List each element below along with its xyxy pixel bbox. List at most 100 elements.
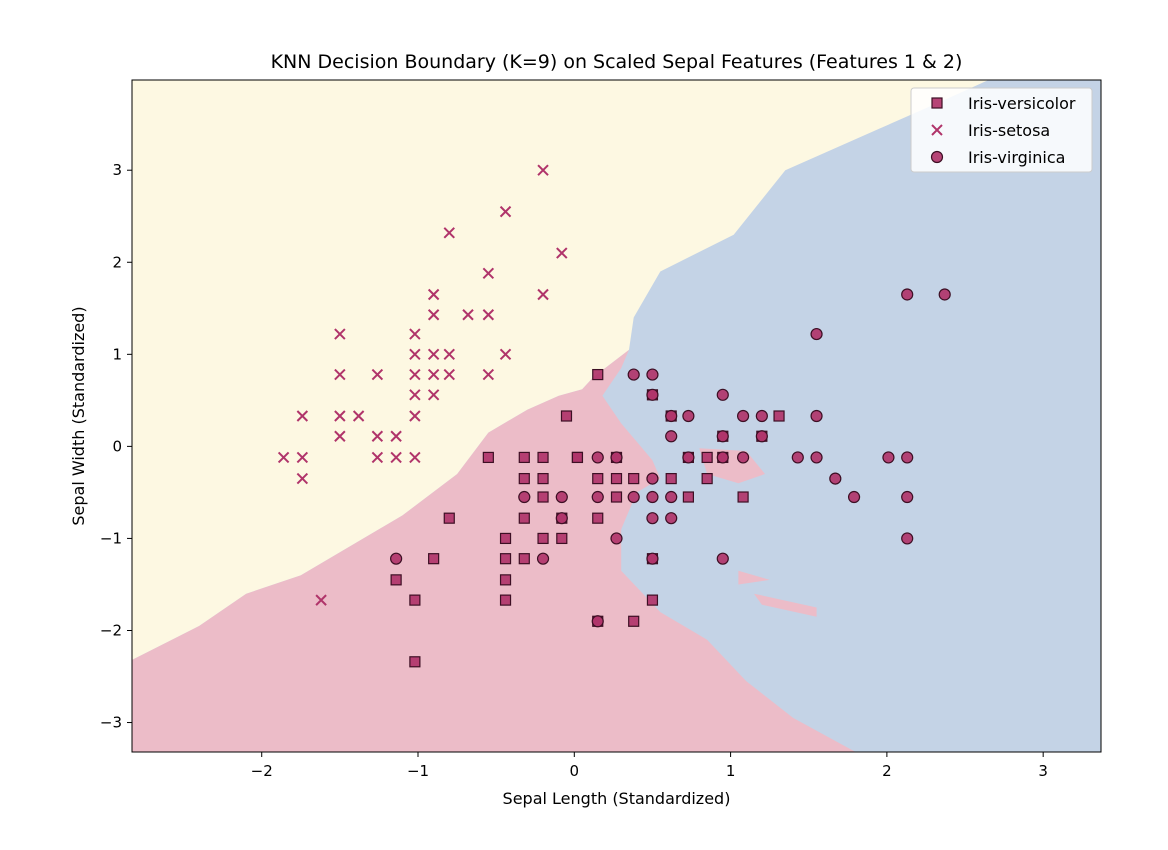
legend-entry: Iris-setosa [931, 121, 1050, 140]
setosa-point [296, 451, 309, 464]
setosa-point [409, 410, 421, 422]
setosa-point [499, 205, 512, 218]
setosa-point [315, 594, 327, 606]
y-tick-label: 1 [112, 345, 122, 363]
versicolor-point [390, 574, 402, 586]
virginica-point [591, 490, 604, 504]
virginica-point [755, 430, 768, 443]
versicolor-point [409, 594, 421, 606]
legend-marker [931, 97, 943, 109]
virginica-point [646, 388, 659, 401]
decision-regions [132, 80, 1101, 752]
setosa-point [352, 410, 365, 422]
versicolor-point [610, 491, 623, 503]
versicolor-point [773, 410, 785, 422]
virginica-point [591, 615, 604, 628]
virginica-point [646, 472, 659, 485]
versicolor-point [571, 451, 584, 464]
virginica-point [627, 490, 640, 504]
setosa-point [296, 410, 309, 422]
virginica-point [901, 288, 914, 301]
versicolor-point [737, 491, 749, 503]
versicolor-point [592, 472, 604, 485]
setosa-point [443, 227, 455, 239]
versicolor-point [499, 553, 512, 565]
versicolor-point [499, 574, 512, 586]
setosa-point [409, 328, 421, 340]
virginica-point [716, 430, 729, 443]
legend-entry: Iris-versicolor [931, 94, 1076, 113]
setosa-point [277, 451, 290, 464]
setosa-point [499, 348, 512, 361]
virginica-point [716, 451, 729, 464]
setosa-point [334, 410, 346, 422]
setosa-point [409, 451, 421, 464]
legend: Iris-versicolor Iris-setosa Iris-virginica [910, 87, 1093, 173]
plot-frame [131, 79, 1102, 753]
virginica-point [665, 490, 678, 504]
versicolor-point [518, 451, 530, 464]
versicolor-point [610, 472, 623, 485]
setosa-point [334, 368, 346, 381]
virginica-point [646, 490, 659, 504]
y-tick-label: −1 [100, 529, 122, 547]
y-tick-label: 0 [112, 437, 122, 455]
versicolor-point [592, 368, 604, 381]
setosa-point [556, 247, 568, 259]
setosa-point [443, 348, 455, 361]
versicolor-point [428, 553, 440, 565]
chart-title: KNN Decision Boundary (K=9) on Scaled Se… [271, 51, 963, 73]
setosa-point [409, 368, 421, 381]
virginica-point [555, 512, 568, 525]
setosa-point [462, 309, 474, 321]
virginica-point [716, 388, 729, 401]
virginica-point [901, 532, 914, 545]
virginica-point [901, 451, 914, 464]
setosa-point [334, 430, 346, 442]
x-axis: −2 −1 0 1 2 3 [251, 752, 1048, 780]
y-tick-label: −2 [100, 621, 122, 639]
versicolor-point [443, 512, 455, 524]
versicolor-point [537, 532, 549, 545]
versicolor-point [537, 451, 549, 464]
versicolor-point [518, 512, 530, 524]
virginica-point [665, 409, 678, 423]
virginica-point [755, 409, 768, 423]
virginica-point [555, 490, 568, 504]
x-tick-label: 1 [726, 762, 736, 780]
versicolor-point [592, 512, 604, 524]
virginica-point [810, 451, 823, 464]
versicolor-point [409, 656, 421, 668]
y-tick-label: 2 [112, 253, 122, 271]
versicolor-point [518, 553, 530, 565]
virginica-point [518, 490, 531, 504]
versicolor-point [499, 594, 512, 606]
virginica-point [736, 409, 750, 423]
versicolor-point [537, 491, 549, 503]
virginica-point [646, 368, 659, 381]
versicolor-point [628, 615, 640, 627]
versicolor-point [499, 532, 512, 545]
legend-label: Iris-virginica [968, 148, 1065, 167]
setosa-point [390, 430, 402, 442]
setosa-point [371, 451, 384, 464]
region-versicolor [132, 349, 856, 752]
setosa-point [482, 309, 495, 321]
legend-entry: Iris-virginica [930, 148, 1065, 167]
legend-marker [930, 150, 944, 164]
virginica-point [610, 532, 623, 545]
virginica-point [665, 430, 678, 443]
region-versicolor-island [754, 593, 817, 617]
virginica-point [716, 552, 729, 565]
virginica-point [682, 409, 695, 423]
virginica-point [938, 288, 951, 301]
versicolor-point [518, 472, 530, 485]
y-tick-label: 3 [112, 161, 122, 179]
region-versicolor-island [738, 570, 770, 585]
setosa-point [443, 368, 455, 381]
versicolor-point [537, 472, 549, 485]
x-tick-label: −2 [251, 762, 273, 780]
versicolor-point [682, 491, 694, 503]
versicolor-point [701, 451, 713, 464]
